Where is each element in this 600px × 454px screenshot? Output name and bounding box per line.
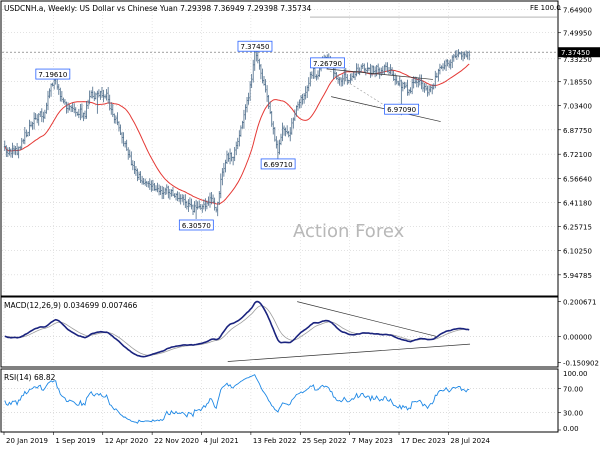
macd-title: MACD(12,26,9) 0.034699 0.007466	[4, 301, 138, 310]
annotation-label: 6.69710	[264, 161, 293, 169]
rsi-axis-label: 0.00	[563, 425, 579, 433]
macd-axis-label: -0.150902	[563, 360, 599, 368]
price-annotation: 7.19610	[35, 68, 71, 80]
ohlc-bar	[468, 50, 471, 61]
chart-title: USDCNH.a, Weekly: US Dollar vs Chinese Y…	[4, 4, 312, 13]
price-axis-label: 7.03400	[563, 102, 592, 110]
annotation-box	[178, 219, 214, 231]
price-annotation: 6.97090	[384, 103, 419, 115]
channel-upper-trendline	[326, 68, 434, 80]
price-axis-label: 5.94785	[563, 272, 592, 280]
price-axis-label: 7.49950	[563, 30, 592, 38]
time-axis-label: 25 Sep 2022	[302, 437, 346, 445]
watermark: Action Forex	[293, 221, 405, 242]
price-axis-label: 6.56640	[563, 175, 592, 183]
price-axis-label: 7.33250	[563, 56, 592, 64]
annotation-label: 7.19610	[38, 71, 67, 79]
price-axis-label: 6.72100	[563, 151, 592, 159]
time-axis-label: 28 Jul 2024	[450, 437, 490, 445]
annotation-label: 6.97090	[387, 106, 416, 114]
price-annotation: 6.30570	[178, 219, 214, 231]
rsi-axis-label: 30.00	[563, 409, 583, 417]
rsi-title: RSI(14) 68.82	[4, 373, 56, 382]
time-axis-label: 20 Jan 2019	[6, 437, 48, 445]
time-axis-label: 12 Apr 2020	[105, 437, 148, 445]
rsi-panel	[0, 368, 559, 433]
annotation-label: 7.37450	[240, 43, 269, 51]
price-axis-label: 6.87750	[563, 127, 592, 135]
current-price-tag	[558, 47, 600, 58]
time-axis-label: 4 Jul 2021	[204, 437, 239, 445]
rsi-axis-label: 70.00	[563, 386, 583, 394]
macd-resistance-trendline	[297, 301, 437, 337]
annotation-box	[310, 57, 345, 69]
annotation-box	[35, 68, 71, 80]
rsi-line	[4, 374, 470, 424]
current-price-tag-label: 7.37450	[561, 49, 590, 57]
price-axis-label: 7.64900	[563, 6, 592, 14]
price-axis-label: 6.10250	[563, 248, 592, 256]
price-annotation: 7.37450	[237, 40, 273, 52]
price-annotation: 6.69710	[260, 158, 296, 170]
annotation-box	[237, 40, 273, 52]
annotation-label: 6.30570	[182, 222, 211, 230]
price-axis-label: 6.41180	[563, 199, 592, 207]
time-axis-label: 17 Dec 2023	[401, 437, 446, 445]
price-annotation: 7.26790	[310, 57, 345, 69]
macd-line	[4, 300, 470, 358]
price-axis-label: 6.25715	[563, 224, 592, 232]
annotation-label: 7.26790	[313, 60, 342, 68]
macd-axis-label: 0.00000	[563, 333, 592, 341]
annotation-box	[260, 158, 296, 170]
macd-axis-label: 0.200671	[563, 298, 596, 306]
time-axis-label: 22 Nov 2020	[154, 437, 199, 445]
macd-panel	[0, 296, 559, 368]
time-axis-label: 13 Feb 2022	[253, 437, 297, 445]
rsi-axis-label: 100.00	[563, 370, 588, 378]
annotation-box	[384, 103, 419, 115]
fe-label: FE 100.0	[530, 4, 561, 12]
time-axis-label: 1 Sep 2019	[55, 437, 95, 445]
price-axis-label: 7.18550	[563, 79, 592, 87]
macd-support-trendline	[227, 343, 471, 362]
time-axis-label: 7 May 2023	[352, 437, 393, 445]
